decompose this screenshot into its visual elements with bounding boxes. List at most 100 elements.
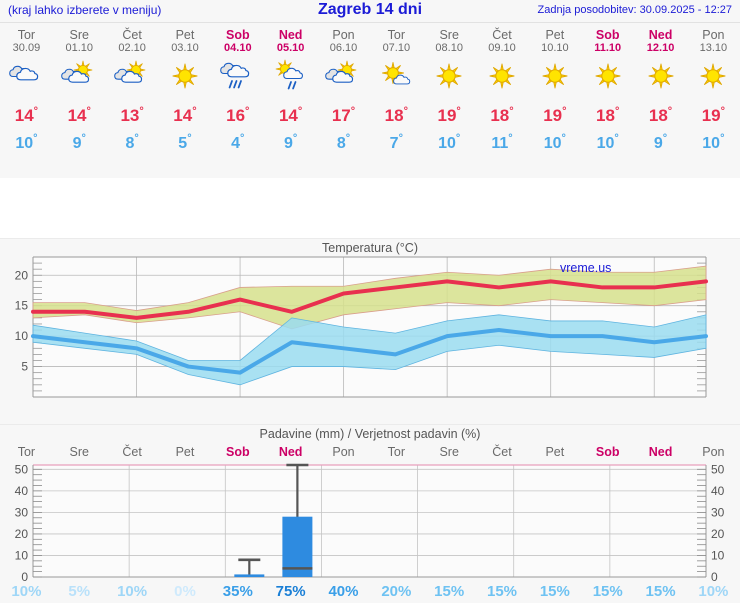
day-column[interactable]: Tor 30.09 bbox=[0, 28, 53, 55]
precip-day-label: Čet bbox=[492, 445, 512, 459]
min-temp-cell: 9° bbox=[53, 128, 106, 155]
min-temp-row: 10° 9° 8° 5° 4° 9° 8° 7° 10° 11° 10° 10° 9° 10° bbox=[0, 128, 740, 155]
svg-text:15: 15 bbox=[15, 299, 29, 313]
weather-icon-cell bbox=[423, 59, 476, 95]
day-date: 03.10 bbox=[171, 42, 199, 54]
day-column[interactable]: Sre 01.10 bbox=[53, 28, 106, 55]
day-date: 11.10 bbox=[594, 42, 622, 54]
min-temp-cell: 5° bbox=[159, 128, 212, 155]
svg-text:20: 20 bbox=[711, 527, 725, 541]
max-temp-value: 17° bbox=[331, 105, 356, 125]
min-temp-value: 11° bbox=[491, 132, 513, 152]
day-date: 10.10 bbox=[541, 42, 569, 54]
weather-icon-cell bbox=[317, 59, 370, 95]
max-temp-cell: 18° bbox=[634, 99, 687, 128]
weather-icon-cell bbox=[476, 59, 529, 95]
min-temp-value: 5° bbox=[178, 132, 192, 152]
day-name: Pet bbox=[545, 28, 565, 42]
day-name: Čet bbox=[122, 28, 142, 42]
day-column[interactable]: Ned 12.10 bbox=[634, 28, 687, 55]
min-temp-value: 10° bbox=[15, 132, 38, 152]
day-name: Pet bbox=[175, 28, 195, 42]
min-temp-value: 8° bbox=[125, 132, 139, 152]
precip-day-row: Tor Sre Čet Pet Sob Ned Pon Tor Sre Čet Pet Sob Ned P… bbox=[0, 445, 740, 459]
min-temp-cell: 11° bbox=[476, 128, 529, 155]
header-bar: (kraj lahko izberete v meniju) Zagreb 14… bbox=[0, 0, 740, 22]
day-date: 04.10 bbox=[224, 42, 252, 54]
day-name: Čet bbox=[492, 28, 512, 42]
precip-probability-value: 15% bbox=[645, 583, 676, 600]
min-temp-value: 10° bbox=[543, 132, 566, 152]
precip-day-label: Sob bbox=[595, 445, 620, 459]
sunny-icon bbox=[489, 63, 515, 89]
precip-day-label: Ned bbox=[278, 445, 303, 459]
partly-sunny-icon bbox=[114, 60, 146, 83]
day-date: 02.10 bbox=[118, 42, 146, 54]
min-temp-value: 9° bbox=[72, 132, 86, 152]
precip-probability-value: 75% bbox=[275, 583, 306, 600]
day-column[interactable]: Čet 09.10 bbox=[476, 28, 529, 55]
precip-day-label: Pet bbox=[175, 445, 195, 459]
max-temp-cell: 14° bbox=[53, 99, 106, 128]
precip-day-label: Sre bbox=[69, 445, 89, 459]
section-gap bbox=[0, 178, 740, 238]
precip-probability-row: 10% 5% 10% 0% 35% 75% 40% 20% 15% 15% 15% 15% 15% 10% bbox=[0, 581, 740, 603]
svg-text:20: 20 bbox=[15, 268, 29, 282]
weather-icon-cell bbox=[687, 59, 740, 95]
max-temp-cell: 19° bbox=[687, 99, 740, 128]
precip-probability-value: 10% bbox=[698, 583, 729, 600]
day-column[interactable]: Pon 13.10 bbox=[687, 28, 740, 55]
day-name: Tor bbox=[387, 28, 406, 42]
day-column[interactable]: Pon 06.10 bbox=[317, 28, 370, 55]
min-temp-value: 4° bbox=[231, 132, 245, 152]
temperature-chart: Temperatura (°C) 5 10 15 20 vreme.us bbox=[0, 239, 740, 424]
sun-rain-icon bbox=[275, 59, 303, 90]
day-column[interactable]: Sob 11.10 bbox=[581, 28, 634, 55]
max-temp-value: 14° bbox=[278, 105, 303, 125]
weather-icon-cell bbox=[159, 59, 212, 95]
min-temp-value: 9° bbox=[283, 132, 298, 152]
section-divider-2 bbox=[0, 424, 740, 425]
precip-day-label: Pon bbox=[702, 445, 725, 459]
weather-icon-cell bbox=[211, 59, 264, 95]
max-temp-cell: 19° bbox=[528, 99, 581, 128]
max-temp-value: 14° bbox=[67, 105, 91, 125]
min-temp-value: 7° bbox=[389, 132, 403, 152]
day-date: 01.10 bbox=[65, 42, 94, 54]
min-temp-cell: 8° bbox=[317, 128, 370, 155]
weather-icon-cell bbox=[0, 59, 53, 95]
day-column[interactable]: Sre 08.10 bbox=[423, 28, 476, 55]
max-temp-cell: 18° bbox=[476, 99, 529, 128]
min-temp-cell: 10° bbox=[687, 128, 740, 155]
weather-icon-cell bbox=[528, 59, 581, 95]
weather-icon-cell bbox=[53, 59, 106, 95]
min-temp-cell: 10° bbox=[423, 128, 476, 155]
precip-day-label: Pon bbox=[332, 445, 355, 459]
temperature-chart-title: Temperatura (°C) bbox=[322, 241, 418, 255]
max-temp-cell: 19° bbox=[423, 99, 476, 128]
day-column[interactable]: Ned 05.10 bbox=[264, 28, 317, 55]
weather-icon-cell bbox=[370, 59, 423, 95]
day-column[interactable]: Pet 10.10 bbox=[528, 28, 581, 55]
day-column[interactable]: Sob 04.10 bbox=[211, 28, 264, 55]
weather-icon-cell bbox=[264, 59, 317, 95]
day-name: Pon bbox=[702, 28, 725, 42]
day-column[interactable]: Čet 02.10 bbox=[106, 28, 159, 55]
partly-sunny-icon bbox=[325, 60, 357, 83]
weather-icon-cell bbox=[106, 59, 159, 95]
max-temp-value: 18° bbox=[596, 105, 620, 125]
sunny-icon bbox=[542, 63, 568, 89]
min-temp-value: 8° bbox=[336, 132, 351, 152]
precip-probability-value: 10% bbox=[11, 583, 42, 600]
precip-probability-value: 0% bbox=[174, 583, 196, 600]
day-date: 07.10 bbox=[382, 42, 411, 54]
watermark: vreme.us bbox=[560, 261, 611, 275]
max-temp-value: 19° bbox=[437, 105, 461, 125]
section-divider bbox=[0, 238, 740, 239]
precip-probability-value: 40% bbox=[328, 583, 359, 600]
precipitation-plot: 0 0 10 10 20 20 30 30 40 40 50 50 bbox=[15, 462, 725, 584]
temperature-plot: 5 10 15 20 vreme.us bbox=[15, 256, 708, 398]
day-column[interactable]: Pet 03.10 bbox=[159, 28, 212, 55]
day-column[interactable]: Tor 07.10 bbox=[370, 28, 423, 55]
precip-day-label: Sre bbox=[439, 445, 459, 459]
